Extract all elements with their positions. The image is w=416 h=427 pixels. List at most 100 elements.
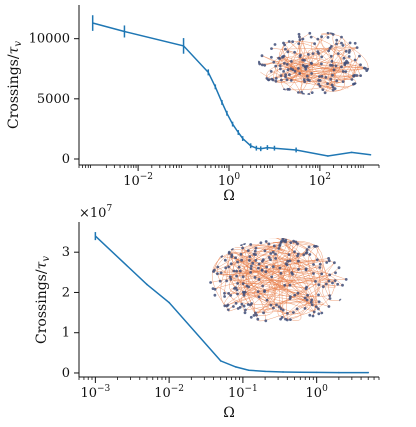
network-edge (267, 238, 286, 243)
network-node (358, 54, 361, 58)
network-edge (343, 57, 352, 72)
network-node (328, 46, 332, 50)
network-node (274, 79, 278, 83)
network-edge (289, 41, 298, 49)
network-node (304, 251, 308, 255)
network-node (317, 312, 321, 316)
network-node (331, 281, 334, 285)
network-node (234, 301, 238, 305)
network-edge (248, 286, 277, 306)
network-node (287, 253, 291, 256)
network-node (248, 255, 252, 258)
network-node (265, 298, 269, 302)
network-node (288, 88, 291, 91)
network-node (311, 314, 315, 318)
network-edge (293, 240, 324, 274)
network-node (266, 78, 270, 82)
network-node (329, 54, 333, 58)
network-node (284, 238, 288, 242)
network-edge (243, 274, 330, 284)
network-node (305, 298, 309, 302)
network-node (242, 293, 246, 297)
network-node (314, 280, 317, 283)
network-node (230, 253, 234, 257)
network-node (310, 298, 314, 302)
network-node (230, 247, 234, 251)
network-edge (323, 283, 336, 288)
network-node (306, 78, 310, 82)
network-node (282, 41, 285, 45)
network-node (209, 281, 213, 284)
network-edge (319, 76, 355, 88)
network-node (297, 267, 300, 271)
network-node (353, 58, 357, 62)
network-node (359, 74, 362, 77)
network-node (341, 80, 345, 83)
network-node (282, 88, 286, 92)
bottom-x-tick-label: 10−1 (228, 384, 258, 401)
network-edge (253, 291, 274, 316)
network-node (293, 50, 296, 54)
network-node (236, 307, 240, 310)
top-y-tick-label: 0 (62, 152, 70, 167)
network-node (348, 41, 352, 45)
network-node (318, 262, 322, 266)
network-edge (279, 41, 290, 64)
network-node (345, 59, 348, 63)
network-node (254, 259, 258, 262)
network-node (336, 52, 340, 55)
network-node (269, 70, 273, 73)
network-node (288, 73, 291, 77)
bottom-y-multiplier: ×107 (79, 204, 112, 221)
network-edge (284, 261, 294, 286)
network-node (297, 32, 301, 36)
network-edge (283, 41, 315, 44)
network-node (366, 67, 370, 71)
network-node (229, 277, 233, 281)
network-node (320, 74, 324, 78)
network-node (315, 258, 319, 262)
network-node (341, 70, 345, 73)
network-edge (217, 266, 272, 306)
network-node (283, 283, 287, 287)
network-node (316, 50, 320, 54)
network-node (350, 78, 354, 81)
network-node (335, 79, 339, 83)
network-node (317, 283, 321, 287)
bottom-x-tick-label: 10−2 (154, 384, 184, 401)
network-node (320, 272, 324, 276)
network-node (313, 42, 316, 46)
network-node (355, 46, 359, 49)
network-node (274, 64, 278, 68)
network-node (325, 261, 329, 264)
network-edge (258, 267, 329, 307)
network-node (223, 291, 226, 295)
top-y-tick-label: 10000 (29, 32, 70, 47)
network-node (299, 53, 302, 57)
network-node (318, 266, 322, 269)
network-edge (258, 263, 317, 308)
network-node (279, 307, 283, 311)
network-node (340, 35, 343, 39)
network-node (312, 272, 315, 275)
network-node (249, 303, 252, 307)
top-y-axis-label: Crossings/τv (6, 41, 24, 129)
network-node (336, 282, 340, 286)
bottom-x-axis-label: Ω (223, 405, 235, 421)
top-data-point (350, 151, 353, 154)
top-data-point (327, 155, 329, 157)
network-edge (261, 55, 319, 81)
network-node (286, 312, 289, 315)
network-edge (322, 286, 341, 301)
bottom-data-point (146, 283, 148, 286)
network-node (327, 279, 331, 283)
network-node (249, 267, 253, 270)
bottom-y-tick-label: 3 (62, 245, 70, 260)
network-node (344, 49, 348, 53)
network-node (298, 72, 302, 75)
network-edge (285, 76, 321, 82)
network-node (326, 31, 330, 35)
network-node (321, 285, 325, 289)
network-node (227, 265, 231, 269)
network-edge (230, 245, 275, 280)
